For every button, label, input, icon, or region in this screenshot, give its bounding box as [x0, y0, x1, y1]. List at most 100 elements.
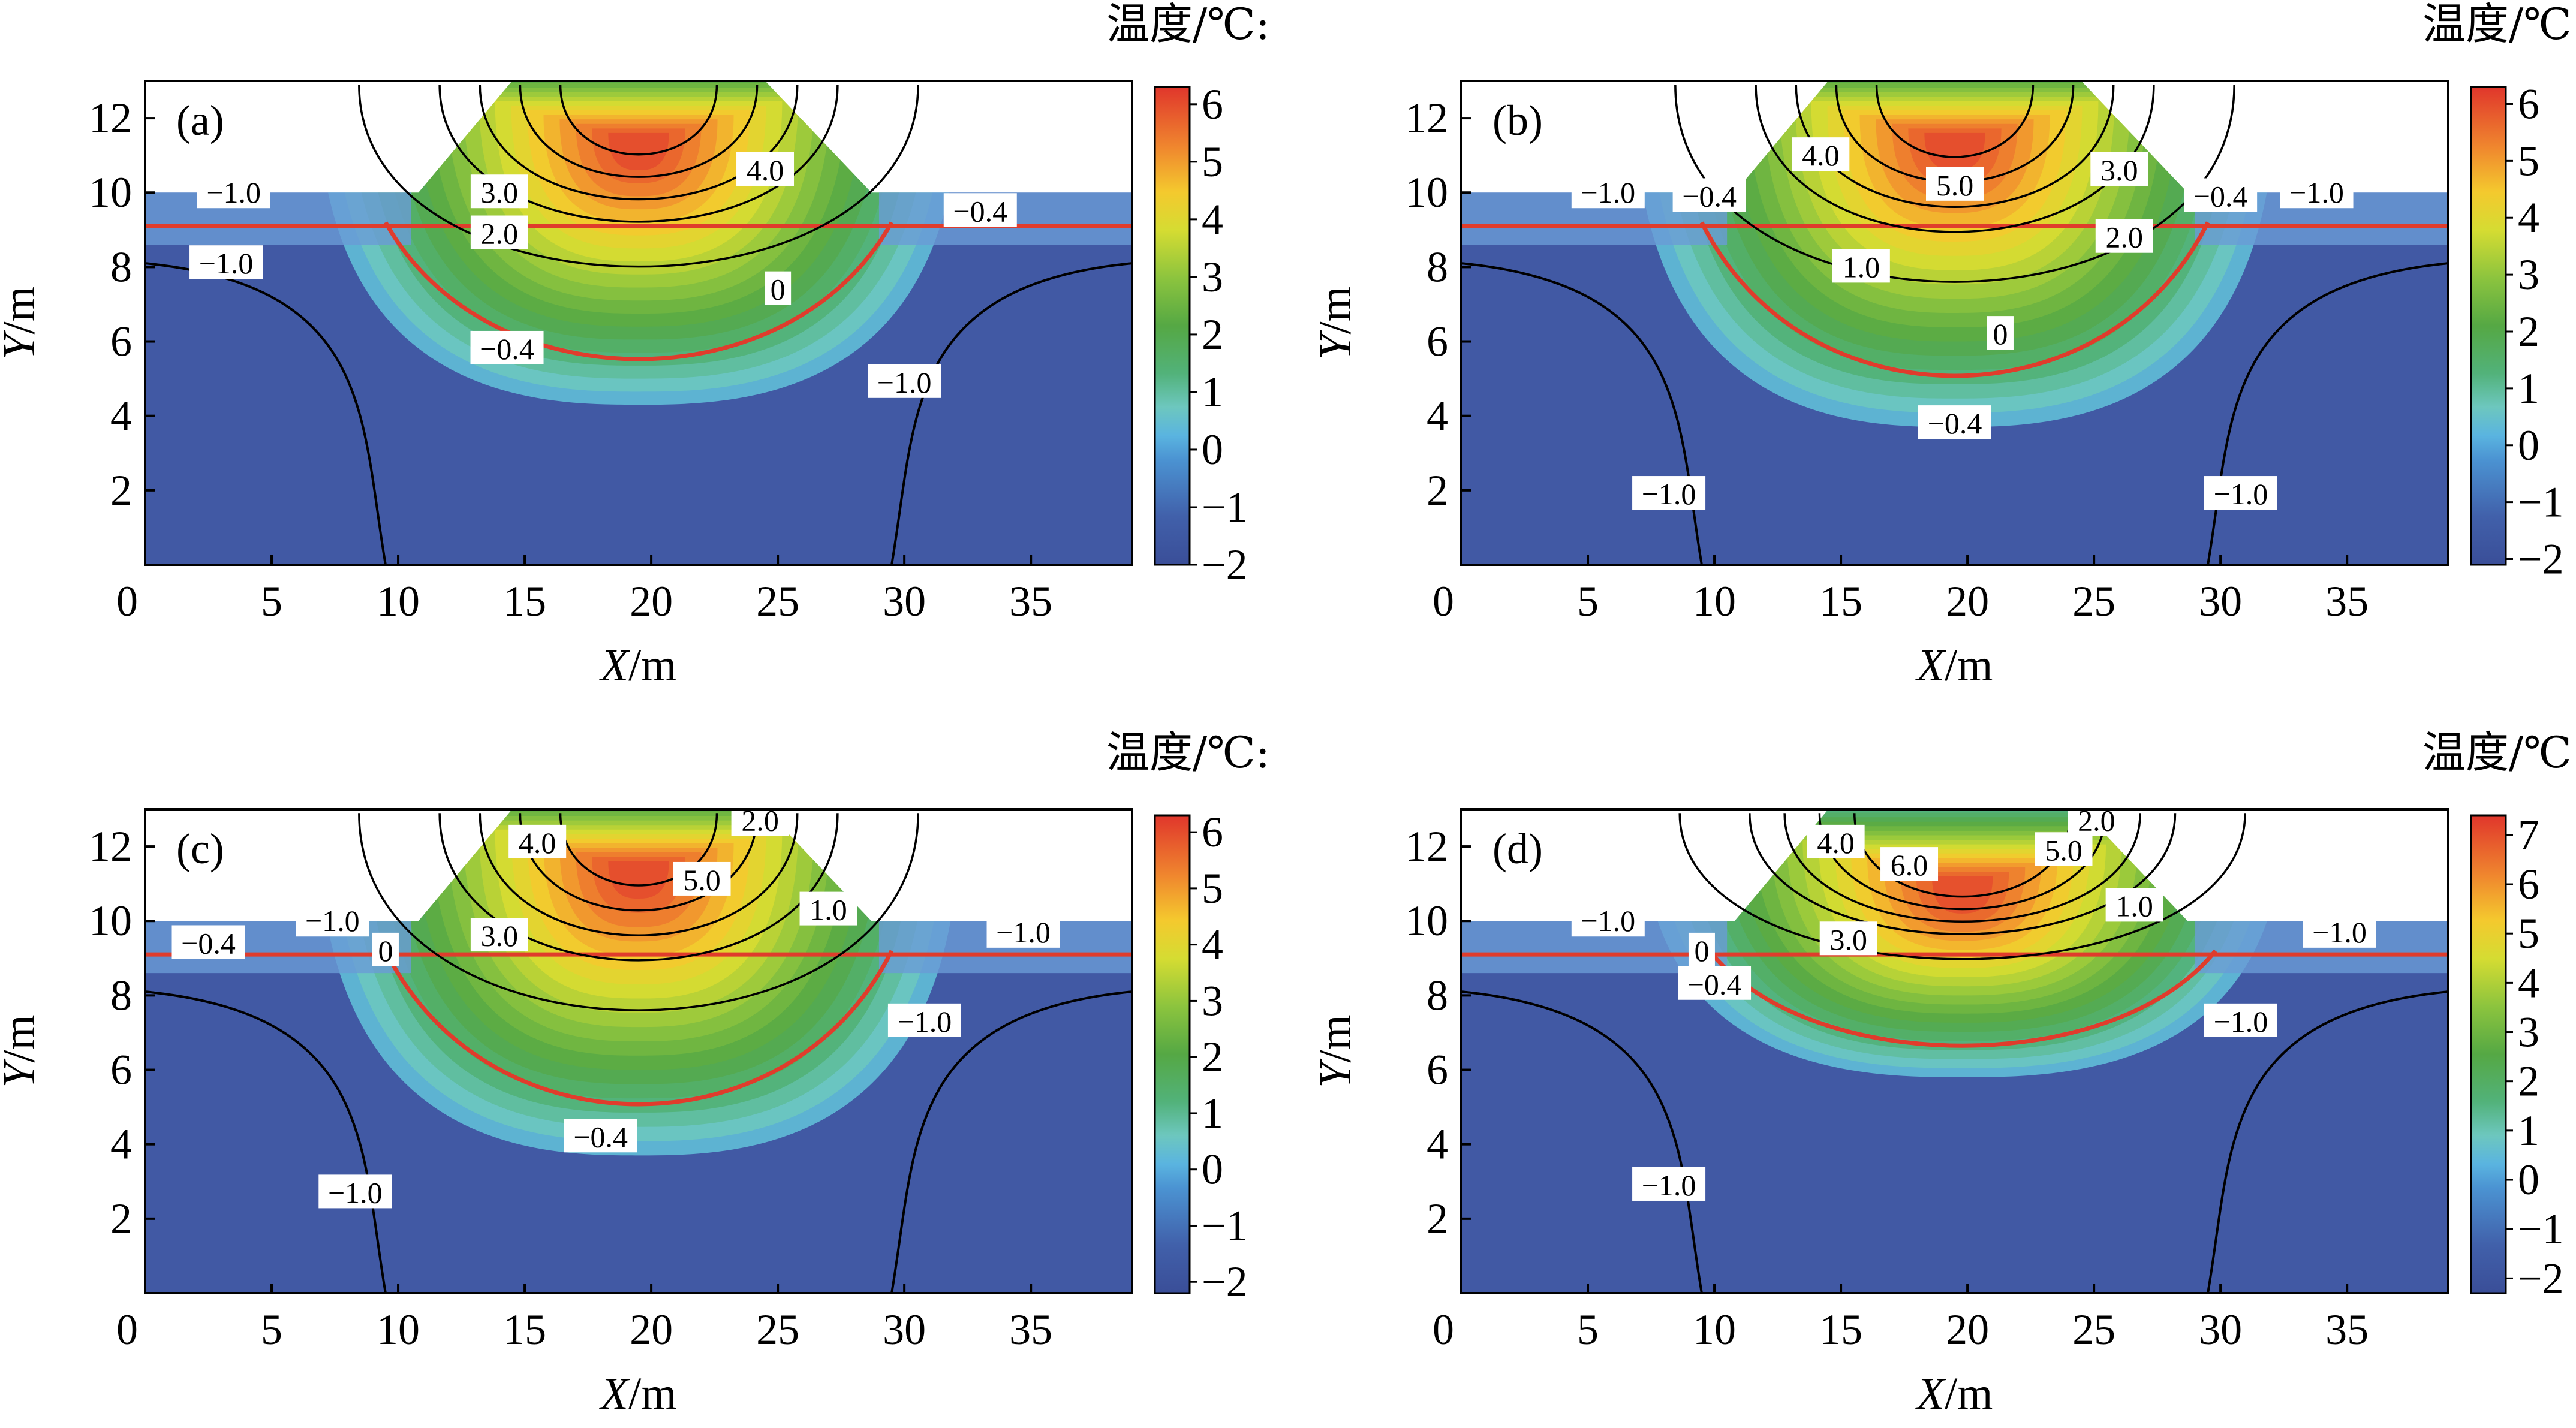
colorbar-tick-label: 3	[1202, 253, 1223, 301]
contour-line-3	[1783, 813, 2141, 923]
contour-line-4	[519, 85, 759, 178]
x-axis-unit: /m	[628, 1369, 676, 1419]
air-left	[1461, 81, 1828, 193]
x-axis-label: X/m	[1915, 640, 1993, 691]
contour-label-bg	[1632, 476, 1706, 510]
colorbar-tick-label: −2	[1202, 1258, 1248, 1306]
contour-line-2	[1749, 813, 2177, 935]
colorbar-tick-label: 1	[2518, 1107, 2539, 1155]
x-tick-label: 15	[503, 577, 546, 625]
y-tick-label: 10	[1405, 897, 1448, 945]
colorbar-tick-label: −1	[1202, 1201, 1248, 1249]
contour-label-bg	[1571, 174, 1645, 209]
colorbar-tick-label: 0	[2518, 421, 2539, 469]
colorbar-tick-label: 4	[1202, 921, 1223, 969]
contour-label-bg	[2105, 888, 2163, 922]
contour-label-bg	[197, 174, 270, 209]
contour-label: 2.0	[481, 217, 519, 251]
x-tick-label: 10	[377, 1306, 420, 1354]
temperature-band	[608, 132, 669, 170]
contour-label: 2.0	[2106, 221, 2144, 254]
contour-label: 1.0	[809, 893, 847, 927]
contour-label-bg	[736, 152, 795, 186]
plot-area: 4.0 3.0 5.0 −1.0 −0.4 −0.4 −1.0 2.0 1.0 0 −0.4 −1.0…	[1461, 81, 2448, 565]
y-tick-label: 8	[110, 243, 132, 291]
air-right	[2081, 809, 2448, 921]
x-axis-var: X	[1915, 1369, 1946, 1419]
x-tick-label: 30	[883, 1306, 926, 1354]
x-axis-label: X/m	[599, 1369, 677, 1419]
y-axis-label: Y/m	[0, 286, 44, 360]
colorbar	[2470, 86, 2507, 566]
x-tick-label: 10	[1693, 577, 1736, 625]
contour-label: −1.0	[996, 915, 1051, 949]
y-tick-label: 2	[110, 1195, 132, 1243]
contour-label-bg	[470, 918, 528, 952]
plot-area: 2.04.06.0 5.01.03.0−1.00−0.4−1.0−1.0−1.0	[1461, 809, 2448, 1293]
contour-minus1-right	[890, 990, 1132, 1293]
contour-minus1-left	[1461, 990, 1703, 1293]
x-tick-label: 30	[2199, 1306, 2242, 1354]
y-axis-label: Y/m	[0, 1014, 44, 1088]
contour-minus0.4-thaw	[1707, 949, 2217, 1048]
y-tick-label: 6	[1427, 318, 1448, 366]
contour-line-3	[479, 85, 799, 201]
contour-label-bg	[2204, 476, 2277, 510]
air-left	[145, 809, 512, 921]
contour-label: −0.4	[181, 926, 236, 960]
y-tick-label: 4	[110, 1120, 132, 1168]
colorbar	[1154, 86, 1191, 566]
x-axis-unit: /m	[1945, 1369, 1993, 1419]
colorbar-tick-label: 0	[1202, 1146, 1223, 1194]
contour-label-bg	[470, 215, 528, 249]
colorbar-tick-label: 5	[2518, 137, 2539, 185]
air-left	[145, 81, 512, 193]
x-axis-unit: /m	[628, 640, 676, 691]
panel-label: (b)	[1492, 97, 1543, 144]
colorbar-tick-label: −2	[1202, 541, 1248, 589]
x-tick-label: 15	[503, 1306, 546, 1354]
y-tick-label: 2	[1427, 1195, 1448, 1243]
contour-label: 2.0	[741, 804, 779, 837]
contour-label-bg	[2068, 809, 2126, 836]
contour-label-bg	[1832, 249, 1890, 283]
contour-label: 4.0	[519, 826, 556, 860]
contour-label: −1.0	[2214, 1005, 2268, 1038]
contour-label: −1.0	[2312, 915, 2367, 949]
x-tick-label: 20	[1946, 1306, 1989, 1354]
x-tick-label: 5	[1577, 1306, 1599, 1354]
contour-minus0.4-thaw	[1699, 221, 2210, 378]
plot-area: −1.0 −1.0 3.0 2.0 4.0 −0.4 0 −0.4 −1.0	[145, 81, 1132, 565]
colorbar-tick-label: 5	[1202, 864, 1223, 912]
temperature-band	[608, 861, 669, 899]
y-axis-var: Y	[1310, 1058, 1361, 1088]
active-layer-left	[145, 192, 411, 245]
x-tick-label: 0	[1433, 1306, 1454, 1354]
y-axis-var: Y	[1310, 330, 1361, 360]
contour-label: −1.0	[328, 1176, 383, 1209]
contour-label: 4.0	[1817, 826, 1855, 860]
colorbar-tick-label: −2	[2518, 535, 2564, 583]
colorbar-tick-label: 3	[2518, 251, 2539, 299]
y-tick-label: 6	[1427, 1046, 1448, 1094]
x-tick-label: 15	[1819, 1306, 1862, 1354]
contour-line-5	[1875, 85, 2035, 158]
contour-label-bg	[2090, 152, 2148, 186]
x-tick-label: 35	[2325, 1306, 2369, 1354]
contour-label: 0	[1694, 934, 1709, 968]
x-axis-label: X/m	[1915, 1369, 1993, 1419]
colorbar-tick-label: 3	[2518, 1008, 2539, 1056]
x-tick-label: 25	[756, 1306, 799, 1354]
x-axis-unit: /m	[1945, 640, 1993, 691]
contour-minus0.4-thaw	[383, 221, 894, 361]
contour-label: −1.0	[199, 246, 254, 280]
y-axis-unit: /m	[1310, 286, 1361, 334]
x-tick-label: 20	[630, 577, 673, 625]
contour-line-0	[1678, 813, 2246, 960]
contour-label-bg	[986, 914, 1060, 948]
panel-d: 2.04.06.0 5.01.03.0−1.00−0.4−1.0−1.0−1.0(…	[1310, 727, 2576, 1419]
contour-label-bg	[1987, 316, 2014, 350]
contour-line-2	[438, 85, 839, 223]
colorbar-tick-label: −1	[2518, 1205, 2564, 1253]
colorbar-tick-label: 6	[1202, 80, 1223, 128]
